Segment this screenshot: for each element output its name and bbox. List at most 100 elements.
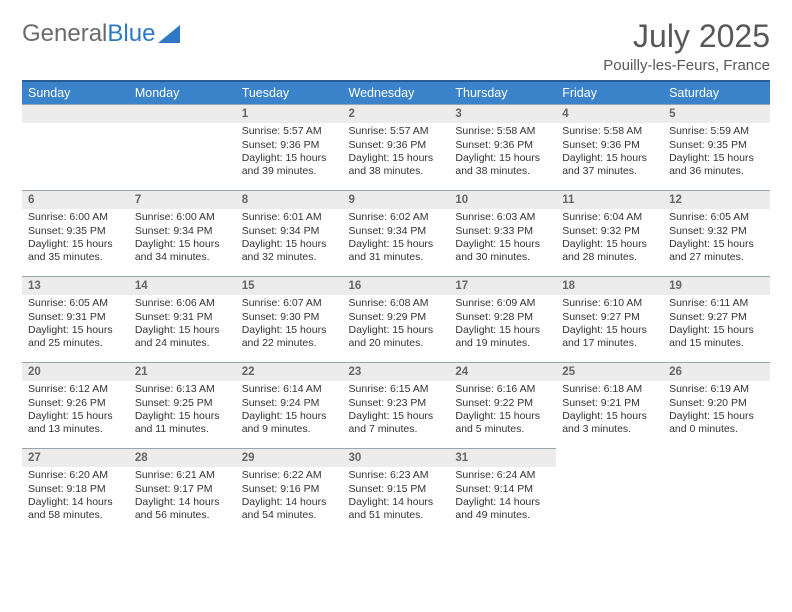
day-number: 1 bbox=[236, 104, 343, 123]
daylight-line1: Daylight: 15 hours bbox=[242, 324, 337, 337]
sunset-text: Sunset: 9:36 PM bbox=[349, 139, 444, 152]
calendar-day-cell: 24Sunrise: 6:16 AMSunset: 9:22 PMDayligh… bbox=[449, 362, 556, 448]
daylight-line2: and 22 minutes. bbox=[242, 337, 337, 350]
day-details: Sunrise: 6:04 AMSunset: 9:32 PMDaylight:… bbox=[556, 209, 663, 268]
empty-day-strip bbox=[22, 104, 129, 123]
day-number: 19 bbox=[663, 276, 770, 295]
sunrise-text: Sunrise: 6:01 AM bbox=[242, 211, 337, 224]
sunrise-text: Sunrise: 6:18 AM bbox=[562, 383, 657, 396]
calendar-day-cell: 11Sunrise: 6:04 AMSunset: 9:32 PMDayligh… bbox=[556, 190, 663, 276]
daylight-line1: Daylight: 15 hours bbox=[455, 152, 550, 165]
weekday-header: Thursday bbox=[449, 81, 556, 104]
day-number: 20 bbox=[22, 362, 129, 381]
daylight-line1: Daylight: 15 hours bbox=[242, 238, 337, 251]
sunset-text: Sunset: 9:29 PM bbox=[349, 311, 444, 324]
sunset-text: Sunset: 9:32 PM bbox=[669, 225, 764, 238]
calendar-week-row: 13Sunrise: 6:05 AMSunset: 9:31 PMDayligh… bbox=[22, 276, 770, 362]
calendar-day-cell: 31Sunrise: 6:24 AMSunset: 9:14 PMDayligh… bbox=[449, 448, 556, 534]
daylight-line1: Daylight: 15 hours bbox=[135, 410, 230, 423]
sunrise-text: Sunrise: 6:24 AM bbox=[455, 469, 550, 482]
daylight-line2: and 19 minutes. bbox=[455, 337, 550, 350]
logo: GeneralBlue bbox=[22, 18, 180, 48]
logo-text-a: General bbox=[22, 20, 107, 48]
day-details: Sunrise: 6:16 AMSunset: 9:22 PMDaylight:… bbox=[449, 381, 556, 440]
day-details: Sunrise: 6:09 AMSunset: 9:28 PMDaylight:… bbox=[449, 295, 556, 354]
daylight-line1: Daylight: 14 hours bbox=[28, 496, 123, 509]
calendar-day-cell: 27Sunrise: 6:20 AMSunset: 9:18 PMDayligh… bbox=[22, 448, 129, 534]
title-block: July 2025 Pouilly-les-Feurs, France bbox=[603, 18, 770, 74]
sunset-text: Sunset: 9:34 PM bbox=[349, 225, 444, 238]
day-details: Sunrise: 6:18 AMSunset: 9:21 PMDaylight:… bbox=[556, 381, 663, 440]
day-details: Sunrise: 6:12 AMSunset: 9:26 PMDaylight:… bbox=[22, 381, 129, 440]
calendar-day-cell: 22Sunrise: 6:14 AMSunset: 9:24 PMDayligh… bbox=[236, 362, 343, 448]
daylight-line1: Daylight: 15 hours bbox=[28, 238, 123, 251]
sunrise-text: Sunrise: 6:14 AM bbox=[242, 383, 337, 396]
location-subtitle: Pouilly-les-Feurs, France bbox=[603, 57, 770, 74]
calendar-empty-cell bbox=[129, 104, 236, 190]
daylight-line2: and 54 minutes. bbox=[242, 509, 337, 522]
daylight-line1: Daylight: 14 hours bbox=[242, 496, 337, 509]
day-details: Sunrise: 5:59 AMSunset: 9:35 PMDaylight:… bbox=[663, 123, 770, 182]
day-details: Sunrise: 6:14 AMSunset: 9:24 PMDaylight:… bbox=[236, 381, 343, 440]
daylight-line2: and 38 minutes. bbox=[349, 165, 444, 178]
calendar-table: SundayMondayTuesdayWednesdayThursdayFrid… bbox=[22, 80, 770, 534]
sunset-text: Sunset: 9:27 PM bbox=[669, 311, 764, 324]
daylight-line1: Daylight: 15 hours bbox=[242, 152, 337, 165]
day-details: Sunrise: 5:57 AMSunset: 9:36 PMDaylight:… bbox=[236, 123, 343, 182]
daylight-line1: Daylight: 15 hours bbox=[669, 152, 764, 165]
sunrise-text: Sunrise: 6:00 AM bbox=[28, 211, 123, 224]
daylight-line1: Daylight: 15 hours bbox=[669, 324, 764, 337]
sunset-text: Sunset: 9:34 PM bbox=[242, 225, 337, 238]
day-number: 4 bbox=[556, 104, 663, 123]
sunrise-text: Sunrise: 6:20 AM bbox=[28, 469, 123, 482]
daylight-line1: Daylight: 15 hours bbox=[669, 238, 764, 251]
daylight-line1: Daylight: 15 hours bbox=[349, 152, 444, 165]
day-number: 3 bbox=[449, 104, 556, 123]
weekday-header: Sunday bbox=[22, 81, 129, 104]
daylight-line2: and 32 minutes. bbox=[242, 251, 337, 264]
daylight-line2: and 15 minutes. bbox=[669, 337, 764, 350]
sunrise-text: Sunrise: 6:05 AM bbox=[28, 297, 123, 310]
day-number: 17 bbox=[449, 276, 556, 295]
calendar-day-cell: 7Sunrise: 6:00 AMSunset: 9:34 PMDaylight… bbox=[129, 190, 236, 276]
daylight-line1: Daylight: 15 hours bbox=[349, 238, 444, 251]
daylight-line1: Daylight: 15 hours bbox=[455, 410, 550, 423]
day-number: 23 bbox=[343, 362, 450, 381]
calendar-week-row: 20Sunrise: 6:12 AMSunset: 9:26 PMDayligh… bbox=[22, 362, 770, 448]
day-details: Sunrise: 6:22 AMSunset: 9:16 PMDaylight:… bbox=[236, 467, 343, 526]
weekday-header: Wednesday bbox=[343, 81, 450, 104]
daylight-line2: and 28 minutes. bbox=[562, 251, 657, 264]
sunset-text: Sunset: 9:34 PM bbox=[135, 225, 230, 238]
day-number: 27 bbox=[22, 448, 129, 467]
calendar-day-cell: 8Sunrise: 6:01 AMSunset: 9:34 PMDaylight… bbox=[236, 190, 343, 276]
day-details: Sunrise: 6:23 AMSunset: 9:15 PMDaylight:… bbox=[343, 467, 450, 526]
sunset-text: Sunset: 9:17 PM bbox=[135, 483, 230, 496]
weekday-header-row: SundayMondayTuesdayWednesdayThursdayFrid… bbox=[22, 81, 770, 104]
sunrise-text: Sunrise: 6:04 AM bbox=[562, 211, 657, 224]
daylight-line2: and 17 minutes. bbox=[562, 337, 657, 350]
sunrise-text: Sunrise: 6:08 AM bbox=[349, 297, 444, 310]
sunset-text: Sunset: 9:22 PM bbox=[455, 397, 550, 410]
daylight-line1: Daylight: 15 hours bbox=[562, 152, 657, 165]
weekday-header: Tuesday bbox=[236, 81, 343, 104]
daylight-line2: and 51 minutes. bbox=[349, 509, 444, 522]
day-number: 16 bbox=[343, 276, 450, 295]
sunrise-text: Sunrise: 6:03 AM bbox=[455, 211, 550, 224]
day-number: 8 bbox=[236, 190, 343, 209]
day-details: Sunrise: 6:10 AMSunset: 9:27 PMDaylight:… bbox=[556, 295, 663, 354]
calendar-day-cell: 4Sunrise: 5:58 AMSunset: 9:36 PMDaylight… bbox=[556, 104, 663, 190]
day-details: Sunrise: 5:58 AMSunset: 9:36 PMDaylight:… bbox=[556, 123, 663, 182]
day-number: 29 bbox=[236, 448, 343, 467]
daylight-line2: and 7 minutes. bbox=[349, 423, 444, 436]
daylight-line2: and 35 minutes. bbox=[28, 251, 123, 264]
day-details: Sunrise: 6:02 AMSunset: 9:34 PMDaylight:… bbox=[343, 209, 450, 268]
daylight-line2: and 3 minutes. bbox=[562, 423, 657, 436]
calendar-day-cell: 14Sunrise: 6:06 AMSunset: 9:31 PMDayligh… bbox=[129, 276, 236, 362]
sunset-text: Sunset: 9:31 PM bbox=[28, 311, 123, 324]
calendar-empty-cell bbox=[22, 104, 129, 190]
sunrise-text: Sunrise: 5:58 AM bbox=[455, 125, 550, 138]
daylight-line2: and 36 minutes. bbox=[669, 165, 764, 178]
day-details: Sunrise: 6:01 AMSunset: 9:34 PMDaylight:… bbox=[236, 209, 343, 268]
day-details: Sunrise: 6:03 AMSunset: 9:33 PMDaylight:… bbox=[449, 209, 556, 268]
sunrise-text: Sunrise: 6:02 AM bbox=[349, 211, 444, 224]
